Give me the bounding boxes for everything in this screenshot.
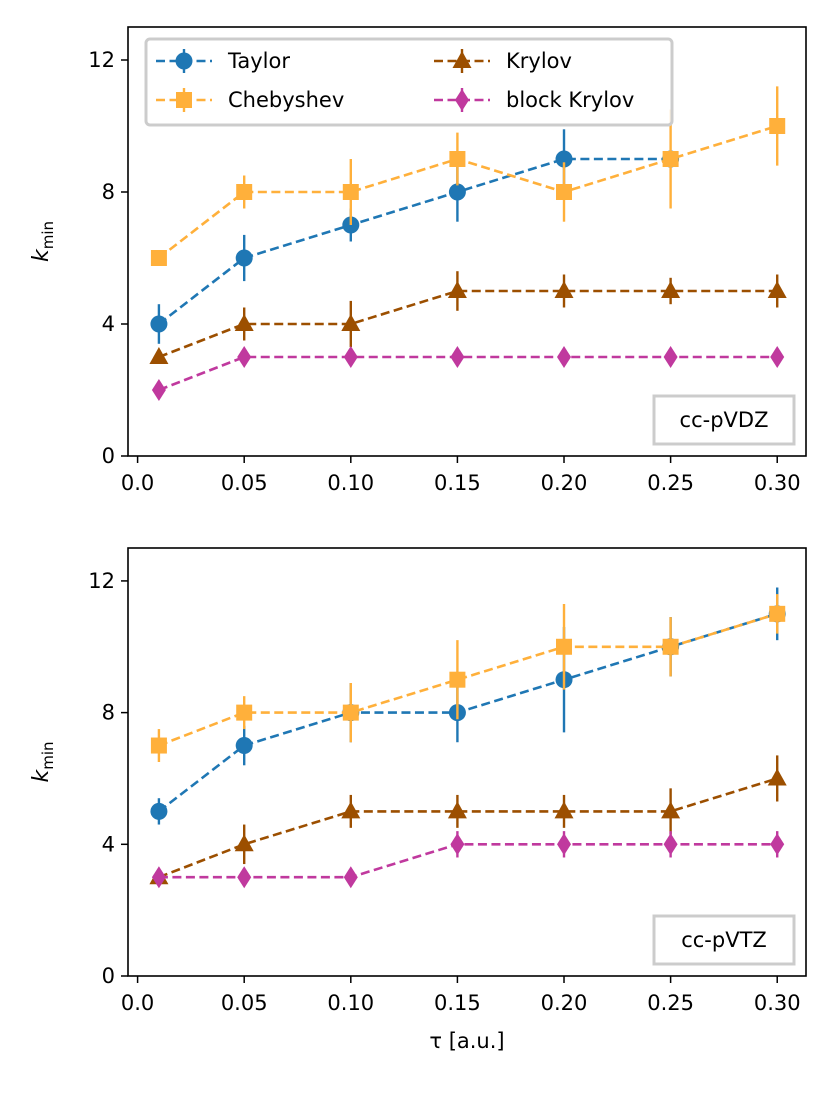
- data-point-chebyshev: [236, 704, 253, 721]
- legend-label-taylor: Taylor: [227, 49, 290, 73]
- legend-marker-krylov: [452, 51, 472, 68]
- y-axis-label: kmin: [29, 221, 57, 262]
- series-line-chebyshev: [158, 612, 778, 747]
- legend-label-block-krylov: block Krylov: [506, 88, 634, 112]
- data-point-block-krylov: [770, 833, 785, 856]
- data-point-taylor: [448, 183, 466, 201]
- y-tick-label: 8: [102, 180, 115, 204]
- x-tick-label: 0.15: [434, 991, 481, 1015]
- series-line-krylov: [158, 289, 778, 359]
- x-tick-label: 0.05: [221, 471, 268, 495]
- x-tick-label: 0.0: [121, 991, 154, 1015]
- data-point-taylor: [555, 150, 573, 168]
- data-point-krylov: [341, 314, 361, 331]
- x-tick-label: 0.0: [121, 471, 154, 495]
- series-line-krylov: [158, 777, 778, 879]
- legend-box: [144, 37, 674, 127]
- y-axis-label: kmin: [29, 741, 57, 782]
- data-point-chebyshev: [150, 737, 167, 754]
- axes-frame: [127, 26, 807, 457]
- data-point-krylov: [447, 801, 467, 819]
- data-point-krylov: [149, 347, 169, 364]
- data-point-krylov: [341, 801, 361, 819]
- data-point-block-krylov: [770, 346, 785, 368]
- legend-label-krylov: Krylov: [506, 49, 572, 73]
- basis-label: cc-pVDZ: [680, 408, 769, 432]
- data-point-block-krylov: [450, 833, 465, 856]
- x-tick-label: 0.30: [754, 991, 801, 1015]
- data-point-block-krylov: [663, 833, 678, 856]
- y-tick-label: 12: [88, 569, 115, 593]
- data-point-krylov: [234, 834, 254, 852]
- axes-frame: [127, 547, 807, 977]
- data-point-chebyshev: [342, 704, 359, 721]
- data-point-block-krylov: [343, 346, 358, 368]
- data-point-taylor: [235, 737, 253, 755]
- data-point-krylov: [447, 281, 467, 298]
- data-point-block-krylov: [663, 346, 678, 368]
- x-tick-label: 0.10: [327, 471, 374, 495]
- basis-label-box: [652, 394, 796, 446]
- x-axis-label: τ [a.u.]: [429, 1029, 504, 1053]
- data-point-taylor: [150, 315, 168, 333]
- data-point-chebyshev: [662, 638, 679, 655]
- data-point-block-krylov: [151, 379, 166, 401]
- x-tick-label: 0.30: [754, 471, 801, 495]
- data-point-chebyshev: [342, 184, 359, 200]
- legend-label-chebyshev: Chebyshev: [228, 88, 344, 112]
- data-point-krylov: [767, 281, 787, 298]
- x-tick-label: 0.25: [647, 471, 694, 495]
- panel-cc-pvtz: 0.0 0.05 0.10 0.15 0.20 0.25 0.30 0 4 8 12 kmin τ [a…: [29, 547, 807, 1053]
- y-tick-label: 12: [88, 48, 115, 72]
- data-point-block-krylov: [343, 866, 358, 889]
- basis-label-box: [652, 914, 796, 966]
- data-point-block-krylov: [557, 833, 572, 856]
- y-axis-label-main: k: [29, 248, 54, 262]
- data-point-chebyshev: [662, 151, 679, 167]
- data-point-chebyshev: [449, 671, 466, 688]
- legend-marker-block-krylov: [455, 89, 469, 111]
- y-axis-label-sub: min: [39, 741, 57, 769]
- y-axis-label-main: k: [29, 769, 54, 783]
- data-point-block-krylov: [237, 866, 252, 889]
- y-tick-label: 4: [102, 312, 115, 336]
- series-line-taylor: [158, 157, 671, 326]
- data-point-chebyshev: [236, 184, 253, 200]
- data-point-chebyshev: [769, 118, 786, 134]
- data-point-block-krylov: [557, 346, 572, 368]
- data-point-taylor: [235, 249, 253, 267]
- y-tick-label: 0: [102, 444, 115, 468]
- legend-marker-taylor: [175, 52, 193, 70]
- x-tick-label: 0.05: [221, 991, 268, 1015]
- data-point-krylov: [554, 801, 574, 819]
- x-tick-label: 0.15: [434, 471, 481, 495]
- x-tick-label: 0.25: [647, 991, 694, 1015]
- y-axis-label-sub: min: [39, 221, 57, 249]
- data-point-chebyshev: [150, 250, 167, 266]
- data-point-chebyshev: [449, 151, 466, 167]
- y-tick-label: 8: [102, 701, 115, 725]
- data-point-krylov: [661, 801, 681, 819]
- x-tick-label: 0.10: [327, 991, 374, 1015]
- series-line-block-krylov: [158, 355, 778, 392]
- legend-marker-chebyshev: [176, 92, 192, 108]
- basis-label: cc-pVTZ: [681, 928, 767, 952]
- data-point-block-krylov: [237, 346, 252, 368]
- data-point-chebyshev: [556, 638, 573, 655]
- data-point-block-krylov: [151, 866, 166, 889]
- data-point-taylor: [150, 802, 168, 820]
- panel-cc-pvdz: 0.0 0.05 0.10 0.15 0.20 0.25 0.30 0 4 8 12 kmin cc-p…: [29, 26, 807, 495]
- data-point-chebyshev: [769, 605, 786, 622]
- y-tick-label: 0: [102, 964, 115, 988]
- y-tick-label: 4: [102, 832, 115, 856]
- data-point-krylov: [661, 281, 681, 298]
- data-point-krylov: [554, 281, 574, 298]
- data-point-block-krylov: [450, 346, 465, 368]
- x-tick-label: 0.20: [541, 471, 588, 495]
- data-point-chebyshev: [556, 184, 573, 200]
- x-tick-label: 0.20: [541, 991, 588, 1015]
- data-point-krylov: [234, 314, 254, 331]
- data-point-krylov: [767, 768, 787, 786]
